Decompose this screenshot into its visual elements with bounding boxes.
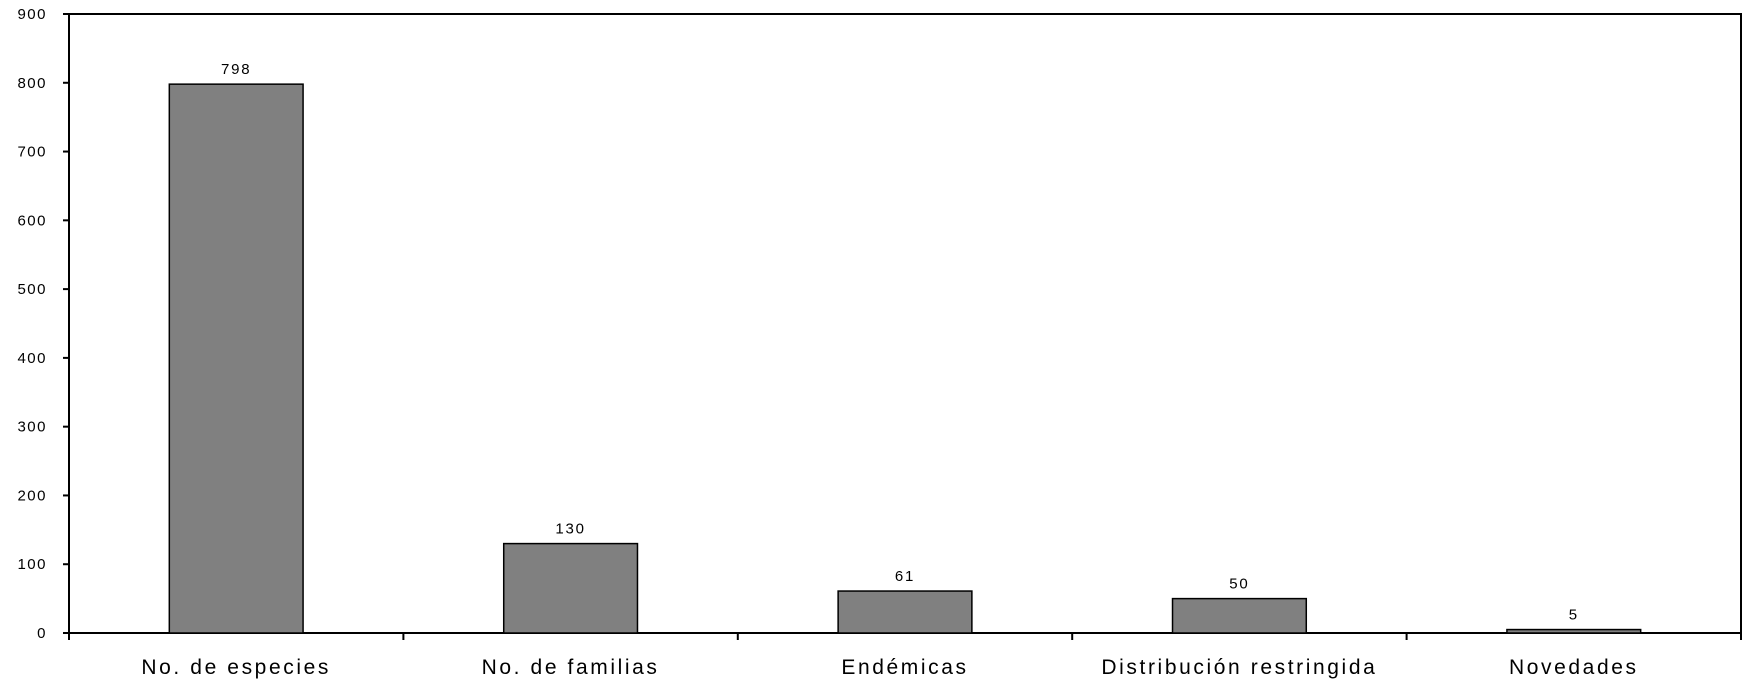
x-tick-label: No. de familias bbox=[482, 656, 660, 679]
x-tick-label: No. de especies bbox=[141, 656, 331, 679]
bar-series bbox=[168, 83, 1642, 634]
plot-area bbox=[68, 13, 1742, 634]
bar bbox=[502, 542, 639, 634]
y-tick-label: 300 bbox=[17, 419, 47, 436]
data-label: 130 bbox=[555, 521, 585, 538]
data-labels: 798 130 61 50 5 bbox=[221, 61, 1579, 624]
y-tick-label: 0 bbox=[37, 625, 47, 642]
y-tick-label: 100 bbox=[17, 556, 47, 573]
x-axis: No. de especies No. de familias Endémicas D… bbox=[68, 633, 1742, 679]
y-tick-label: 600 bbox=[17, 212, 47, 229]
data-label: 5 bbox=[1569, 607, 1579, 624]
data-label: 50 bbox=[1229, 576, 1249, 593]
bar bbox=[1171, 597, 1308, 634]
x-tick-label: Distribución restringida bbox=[1101, 656, 1377, 679]
y-tick-label: 700 bbox=[17, 144, 47, 161]
x-tick-label: Endémicas bbox=[841, 656, 968, 679]
bar bbox=[1506, 628, 1642, 634]
y-tick-label: 400 bbox=[17, 350, 47, 367]
bar bbox=[168, 83, 304, 634]
data-label: 798 bbox=[221, 61, 251, 78]
bar bbox=[837, 590, 973, 634]
y-tick-label: 200 bbox=[17, 487, 47, 504]
x-tick-label: Novedades bbox=[1509, 656, 1639, 679]
plot-frame bbox=[68, 13, 1742, 634]
y-tick-label: 900 bbox=[17, 6, 47, 23]
y-tick-label: 800 bbox=[17, 75, 47, 92]
y-axis: 0 100 200 300 400 500 600 700 800 900 bbox=[17, 6, 69, 642]
y-tick-label: 500 bbox=[17, 281, 47, 298]
data-label: 61 bbox=[895, 568, 915, 585]
